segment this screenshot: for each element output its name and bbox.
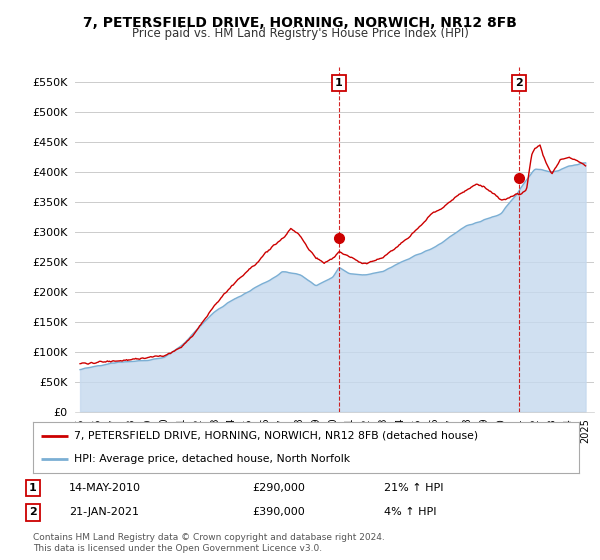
Text: 2: 2: [515, 78, 523, 88]
Text: Price paid vs. HM Land Registry's House Price Index (HPI): Price paid vs. HM Land Registry's House …: [131, 27, 469, 40]
Text: Contains HM Land Registry data © Crown copyright and database right 2024.
This d: Contains HM Land Registry data © Crown c…: [33, 533, 385, 553]
Text: 1: 1: [29, 483, 37, 493]
Text: 21% ↑ HPI: 21% ↑ HPI: [384, 483, 443, 493]
Text: £290,000: £290,000: [252, 483, 305, 493]
Text: 1: 1: [335, 78, 343, 88]
Text: 7, PETERSFIELD DRIVE, HORNING, NORWICH, NR12 8FB: 7, PETERSFIELD DRIVE, HORNING, NORWICH, …: [83, 16, 517, 30]
Text: 4% ↑ HPI: 4% ↑ HPI: [384, 507, 437, 517]
Text: HPI: Average price, detached house, North Norfolk: HPI: Average price, detached house, Nort…: [74, 454, 350, 464]
Text: 2: 2: [29, 507, 37, 517]
Text: 21-JAN-2021: 21-JAN-2021: [69, 507, 139, 517]
Text: 14-MAY-2010: 14-MAY-2010: [69, 483, 141, 493]
Text: £390,000: £390,000: [252, 507, 305, 517]
Text: 7, PETERSFIELD DRIVE, HORNING, NORWICH, NR12 8FB (detached house): 7, PETERSFIELD DRIVE, HORNING, NORWICH, …: [74, 431, 478, 441]
